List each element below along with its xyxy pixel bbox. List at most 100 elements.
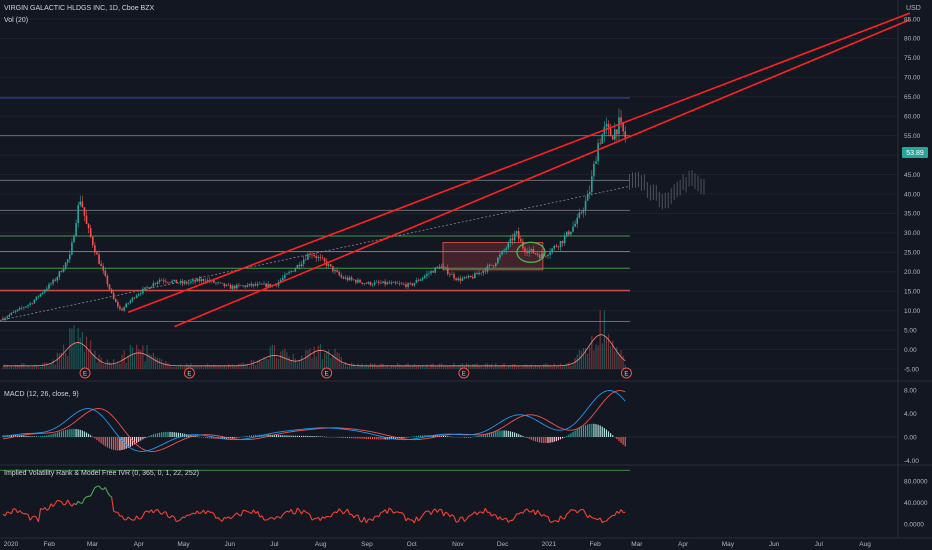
volume-bar [92,354,94,369]
iv-line-segment [180,516,184,521]
macd-histogram-bar [363,437,365,439]
volume-legend[interactable]: Vol (20) [4,17,28,24]
macd-histogram-bar [342,437,344,438]
iv-line-segment [424,510,428,513]
volume-bar [225,366,228,369]
volume-bar [422,364,424,369]
candle-body [8,314,11,317]
volume-bar [248,366,250,369]
volume-bar [507,365,509,369]
iv-line-segment [205,510,209,515]
candle-body [482,270,485,274]
iv-line-segment [351,513,355,519]
volume-bar [100,357,102,369]
macd-histogram-bar [401,437,403,439]
macd-histogram-bar [2,435,4,437]
iv-line-segment [539,513,543,517]
macd-histogram-bar [493,431,495,437]
candle-body [494,263,497,267]
symbol-legend[interactable]: VIRGIN GALACTIC HLDGS INC, 1D, Cboe BZX [4,5,154,12]
candle-body [355,280,357,283]
macd-histogram-bar [98,437,100,442]
macd-histogram-bar [156,433,159,437]
volume-bar [524,364,526,369]
candle-body [127,303,130,304]
macd-line [2,390,626,452]
candle-body [146,287,148,288]
macd-histogram-bar [131,437,134,446]
macd-histogram-bar [161,432,163,437]
macd-histogram-bar [376,437,378,440]
volume-bar [622,355,624,369]
candle-body [524,248,526,252]
time-tick-label: Aug [315,541,327,548]
iv-line-segment [67,499,71,505]
time-tick-label: May [177,541,190,548]
iv-line-segment [464,518,467,522]
iv-legend[interactable]: Implied Volatility Rank & Model Free IVR… [4,470,199,477]
macd-histogram-bar [284,435,286,437]
macd-histogram-bar [223,437,225,439]
time-tick-label: Apr [134,541,145,548]
macd-histogram-bar [582,425,585,437]
iv-line-segment [294,507,298,515]
volume-bar [532,366,534,369]
volume-bar [484,363,486,369]
volume-bar [282,350,284,369]
candle-body [330,264,332,267]
iv-line-segment [315,516,319,519]
macd-histogram-bar [165,431,167,437]
candle-body [307,253,309,260]
iv-line-segment [578,508,582,512]
macd-histogram-bar [528,437,530,439]
volume-bar [85,336,88,369]
macd-histogram-bar [349,437,351,439]
iv-line-segment [29,516,33,521]
candle-body [263,283,265,285]
macd-histogram-bar [81,430,83,437]
candle-body [246,285,249,287]
candle-body [10,312,13,315]
candle-body [284,274,286,278]
volume-bar [88,349,90,369]
volume-bar [294,358,296,369]
candle-body [528,250,530,253]
macd-histogram-bar [250,435,253,437]
time-tick-label: Mar [87,541,99,548]
macd-histogram-bar [104,437,106,447]
candle-body [267,283,269,288]
candle-body [449,274,451,275]
macd-histogram-bar [148,436,150,437]
macd-histogram-bar [69,429,71,437]
volume-bar [213,364,215,369]
volume-bar [559,363,562,369]
volume-bar [12,367,15,369]
iv-line-segment [134,515,138,521]
candle-body [378,281,380,283]
volume-bar [229,364,232,369]
macd-histogram-bar [190,435,192,437]
last-price-badge: 53.89 [902,147,928,158]
candle-body [144,287,146,289]
candle-body [31,303,34,304]
iv-line-segment [311,518,315,521]
volume-bar [547,364,549,369]
macd-histogram-bar [252,435,255,437]
iv-line-segment [564,513,568,520]
candle-body [580,212,583,214]
iv-line-segment [230,516,234,520]
macd-histogram-bar [484,433,486,437]
volume-bar [269,346,271,369]
macd-histogram-bar [142,437,144,440]
volume-bar [457,364,459,369]
trend-drawings[interactable] [127,12,911,328]
candle-body [110,289,113,293]
iv-line-segment [393,511,396,514]
macd-legend[interactable]: MACD (12, 26, close, 9) [4,391,79,398]
volume-bar [246,364,248,369]
macd-histogram-bar [303,435,305,437]
candle-body [476,273,478,275]
candle-body [313,255,315,257]
candle-body [622,122,624,132]
